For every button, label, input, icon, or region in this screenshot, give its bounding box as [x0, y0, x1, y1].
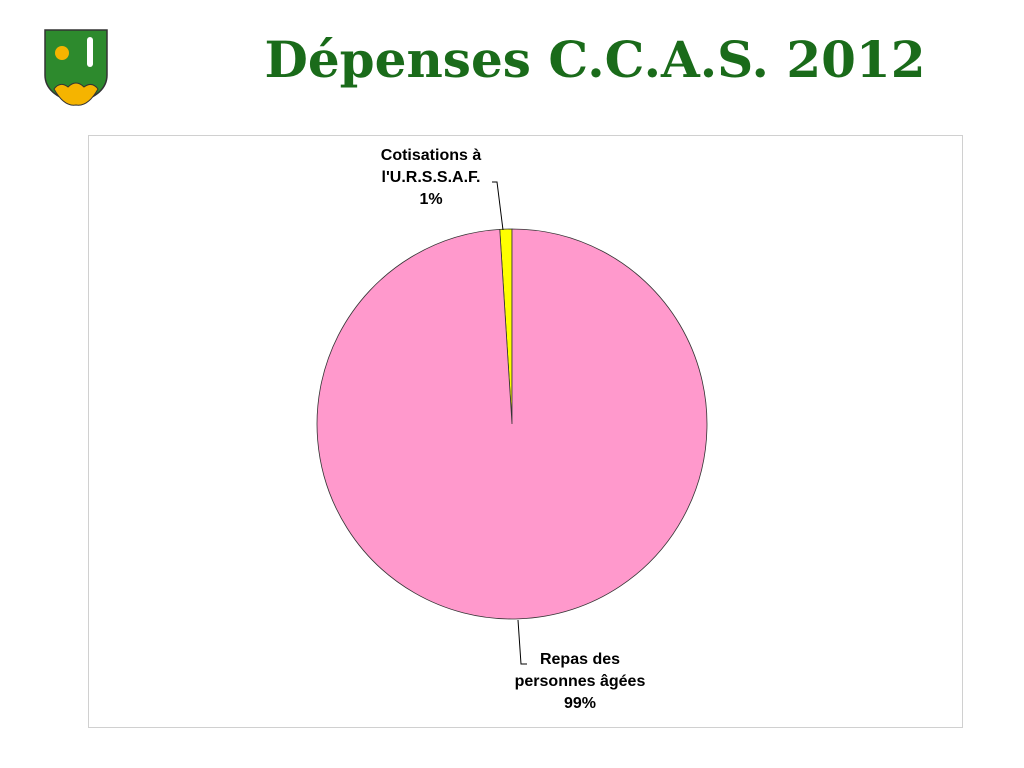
data-label: Repas des personnes âgées 99%: [505, 649, 655, 715]
chart-frame: [88, 135, 963, 728]
data-label: Cotisations à l'U.R.S.S.A.F. 1%: [366, 145, 496, 211]
category-label: Repas des personnes âgées: [514, 651, 646, 690]
pie-slice: [316, 228, 708, 620]
value-label: 1%: [419, 191, 443, 208]
logo: [44, 29, 108, 106]
slide-title: Dépenses C.C.A.S. 2012: [264, 30, 926, 89]
leader-line: [517, 619, 527, 665]
category-label: Cotisations à l'U.R.S.S.A.F.: [380, 147, 482, 186]
value-label: 99%: [563, 695, 597, 712]
leader-line: [492, 181, 504, 231]
